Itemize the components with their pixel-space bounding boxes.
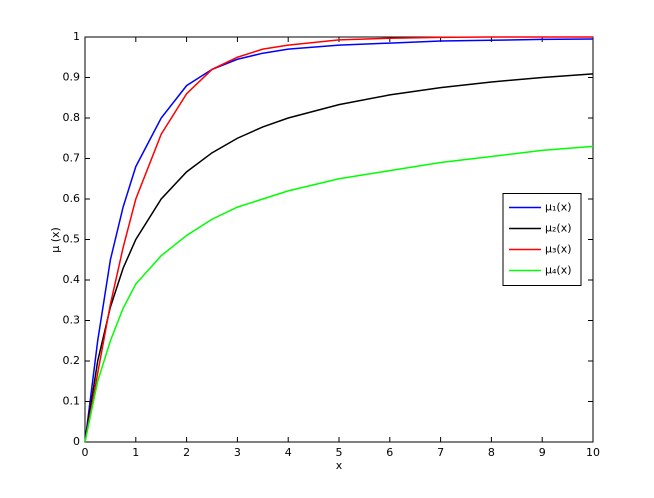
x-tick-label: 0 xyxy=(82,446,89,459)
y-tick-label: 0.6 xyxy=(63,192,81,205)
legend-label: μ₁(x) xyxy=(545,201,572,214)
y-tick-label: 1 xyxy=(73,30,80,43)
series-line xyxy=(84,38,594,443)
legend-label: μ₃(x) xyxy=(545,243,572,256)
y-tick-label: 0.8 xyxy=(63,111,81,124)
x-tick-label: 4 xyxy=(285,446,292,459)
y-tick-label: 0.1 xyxy=(63,395,81,408)
x-tick-label: 8 xyxy=(488,446,495,459)
x-tick-label: 3 xyxy=(234,446,241,459)
y-tick-label: 0.5 xyxy=(63,233,81,246)
x-tick-label: 7 xyxy=(437,446,444,459)
y-tick-label: 0.2 xyxy=(63,354,81,367)
x-tick-label: 6 xyxy=(386,446,393,459)
legend-label: μ₄(x) xyxy=(545,264,572,277)
y-tick-label: 0.4 xyxy=(63,273,81,286)
y-tick-label: 0 xyxy=(73,435,80,448)
series-line xyxy=(84,36,593,443)
x-tick-label: 1 xyxy=(132,446,139,459)
x-tick-label: 2 xyxy=(183,446,190,459)
y-tick-label: 0.3 xyxy=(63,314,81,327)
x-tick-label: 9 xyxy=(539,446,546,459)
series-line xyxy=(84,73,594,443)
y-tick-label: 0.9 xyxy=(63,71,81,84)
y-axis-label: μ (x) xyxy=(49,227,62,253)
legend-label: μ₂(x) xyxy=(545,222,572,235)
x-axis-label: x xyxy=(336,459,343,472)
x-tick-label: 10 xyxy=(586,446,600,459)
series-line xyxy=(84,145,594,443)
x-tick-label: 5 xyxy=(336,446,343,459)
y-tick-label: 0.7 xyxy=(63,152,81,165)
